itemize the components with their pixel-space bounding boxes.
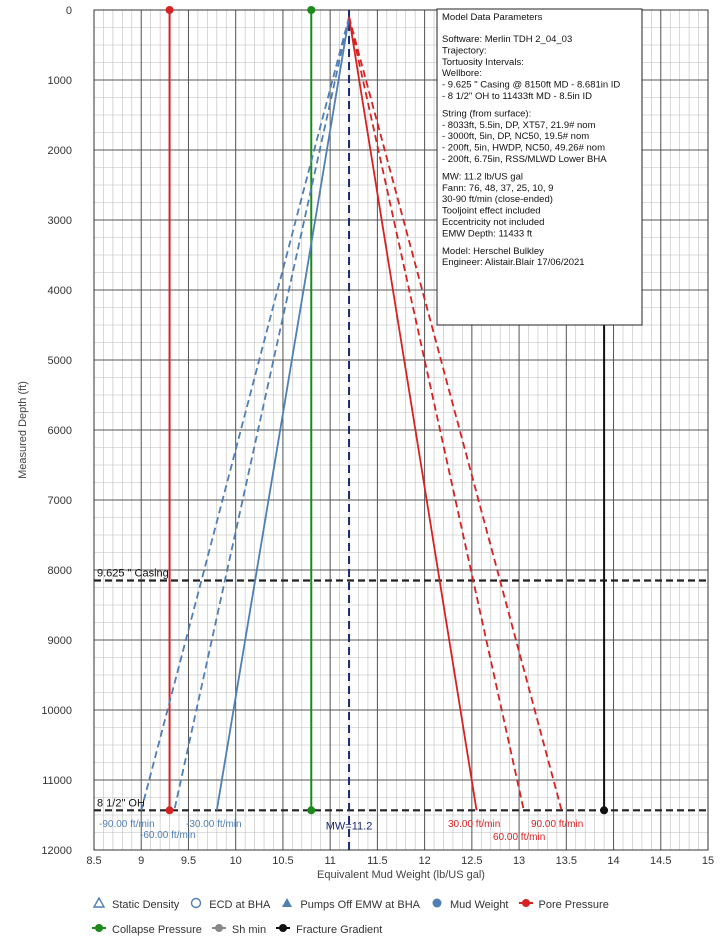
x-tick-label: 15: [702, 855, 714, 867]
series-annotation: 90.00 ft/min: [531, 819, 583, 830]
casing-shoe-label: 9.625 " Casing: [97, 568, 169, 580]
y-tick-label: 6000: [48, 425, 72, 437]
legend-label: Fracture Gradient: [296, 923, 383, 936]
triangle-icon: [280, 896, 300, 913]
y-tick-label: 1000: [48, 75, 72, 87]
y-tick-label: 8000: [48, 565, 72, 577]
series-line: [348, 16, 525, 811]
info-box-line: Eccentricity not included: [442, 217, 544, 228]
info-box-line: Wellbore:: [442, 68, 482, 79]
mud-weight-label: MW=11.2: [326, 820, 373, 832]
y-tick-label: 9000: [48, 635, 72, 647]
y-tick-label: 11000: [42, 775, 72, 787]
pore-pressure-marker: [165, 806, 174, 815]
series-line: [140, 16, 350, 811]
info-box-line: 30-90 ft/min (close-ended): [442, 194, 553, 205]
info-box-line: String (from surface):: [442, 108, 531, 119]
series-line: [348, 16, 478, 811]
y-tick-label: 0: [66, 5, 72, 17]
info-box-line: - 8033ft, 5.5in, DP, XT57, 21.9# nom: [442, 120, 596, 131]
y-tick-label: 12000: [41, 845, 72, 857]
pore-pressure-marker: [165, 6, 174, 14]
x-tick-label: 9: [138, 855, 144, 867]
legend-row: Collapse Pressure Sh min Fracture Gradient: [92, 921, 712, 938]
info-box-line: Software: Merlin TDH 2_04_03: [442, 34, 572, 45]
casing-shoe-label: 8 1/2" OH: [97, 797, 145, 809]
y-axis-title: Measured Depth (ft): [17, 381, 29, 479]
legend-item[interactable]: Pumps Off EMW at BHA: [280, 896, 420, 913]
x-tick-label: 13: [513, 855, 525, 867]
x-tick-label: 14.5: [650, 855, 671, 867]
series-line: [348, 16, 563, 811]
info-box-line: - 9.625 " Casing @ 8150ft MD - 8.681in I…: [442, 80, 620, 91]
info-box-line: Tooljoint effect included: [442, 206, 541, 217]
collapse-pressure-marker: [307, 6, 316, 14]
x-tick-label: 12.5: [461, 855, 482, 867]
info-box-line: MW: 11.2 lb/US gal: [442, 171, 523, 182]
series-annotation: -30.00 ft/min: [186, 819, 242, 830]
line-circle-icon: [92, 921, 112, 938]
circle-open-icon: [189, 896, 209, 913]
info-box-line: - 8 1/2" OH to 11433ft MD - 8.5in ID: [442, 91, 592, 102]
y-tick-label: 2000: [48, 145, 72, 157]
legend-label: Pumps Off EMW at BHA: [300, 898, 420, 911]
line-circle-icon: [518, 896, 539, 913]
collapse-pressure-marker: [307, 806, 316, 815]
series-annotation: -90.00 ft/min: [99, 819, 155, 830]
y-tick-label: 5000: [48, 355, 72, 367]
legend-label: ECD at BHA: [209, 898, 271, 911]
series-line: [173, 16, 350, 811]
x-tick-label: 10.5: [272, 855, 293, 867]
legend: Static Density ECD at BHA Pumps Off EMW at…: [92, 896, 712, 946]
x-tick-label: 8.5: [86, 855, 101, 867]
legend-item[interactable]: ECD at BHA: [189, 896, 270, 913]
info-box-line: - 200ft, 6.75in, RSS/MLWD Lower BHA: [442, 154, 607, 165]
x-tick-label: 14: [607, 855, 619, 867]
legend-label: Sh min: [231, 923, 267, 936]
legend-item[interactable]: Pore Pressure: [518, 896, 609, 913]
legend-item[interactable]: Static Density: [92, 896, 179, 913]
x-tick-label: 9.5: [181, 855, 196, 867]
legend-item[interactable]: Mud Weight: [430, 896, 509, 913]
legend-label: Mud Weight: [450, 898, 509, 911]
circle-icon: [430, 896, 450, 913]
legend-label: Pore Pressure: [538, 898, 609, 911]
info-box-line: Trajectory:: [442, 45, 487, 56]
series-line: [215, 16, 350, 811]
legend-row: Static Density ECD at BHA Pumps Off EMW at…: [92, 896, 712, 913]
fracture-gradient-marker: [600, 806, 609, 815]
x-tick-label: 10: [230, 855, 242, 867]
info-box: [436, 8, 643, 326]
x-tick-label: 12: [418, 855, 430, 867]
legend-label: Static Density: [112, 898, 180, 911]
info-box-title: Model Data Parameters: [442, 12, 543, 23]
series-annotation: 60.00 ft/min: [493, 832, 545, 843]
legend-item[interactable]: Sh min: [211, 921, 267, 938]
info-box-line: Model: Herschel Bulkley: [442, 246, 544, 257]
x-axis-title: Equivalent Mud Weight (lb/US gal): [317, 869, 485, 881]
chart-svg: 8.5 9 9.5 10 10.5 11 11.5 12 12.5 13 13.5 14 14.5 15 0…: [17, 5, 714, 881]
y-tick-label: 4000: [48, 285, 72, 297]
info-box-line: Fann: 76, 48, 37, 25, 10, 9: [442, 183, 553, 194]
line-circle-icon: [276, 921, 296, 938]
y-tick-label: 3000: [48, 215, 72, 227]
x-tick-label: 11.5: [367, 855, 388, 867]
x-tick-label: 11: [324, 855, 335, 867]
legend-item[interactable]: Collapse Pressure: [92, 921, 202, 938]
info-box-line: - 3000ft, 5in, DP, NC50, 19.5# nom: [442, 131, 589, 142]
y-tick-label: 10000: [41, 705, 72, 717]
triangle-open-icon: [92, 896, 112, 913]
series-annotation: 30.00 ft/min: [448, 819, 500, 830]
series-annotation: -60.00 ft/min: [140, 830, 196, 841]
y-tick-label: 7000: [48, 495, 72, 507]
line-circle-icon: [211, 921, 232, 938]
info-box-line: Tortuosity Intervals:: [442, 57, 524, 68]
legend-item[interactable]: Fracture Gradient: [276, 921, 382, 938]
info-box-line: - 200ft, 5in, HWDP, NC50, 49.26# nom: [442, 143, 605, 154]
info-box-line: Engineer: Alistair.Blair 17/06/2021: [442, 257, 585, 268]
x-tick-label: 13.5: [556, 855, 577, 867]
legend-label: Collapse Pressure: [112, 923, 202, 936]
plot-frame: [93, 9, 709, 851]
info-box-line: EMW Depth: 11433 ft: [442, 228, 532, 239]
